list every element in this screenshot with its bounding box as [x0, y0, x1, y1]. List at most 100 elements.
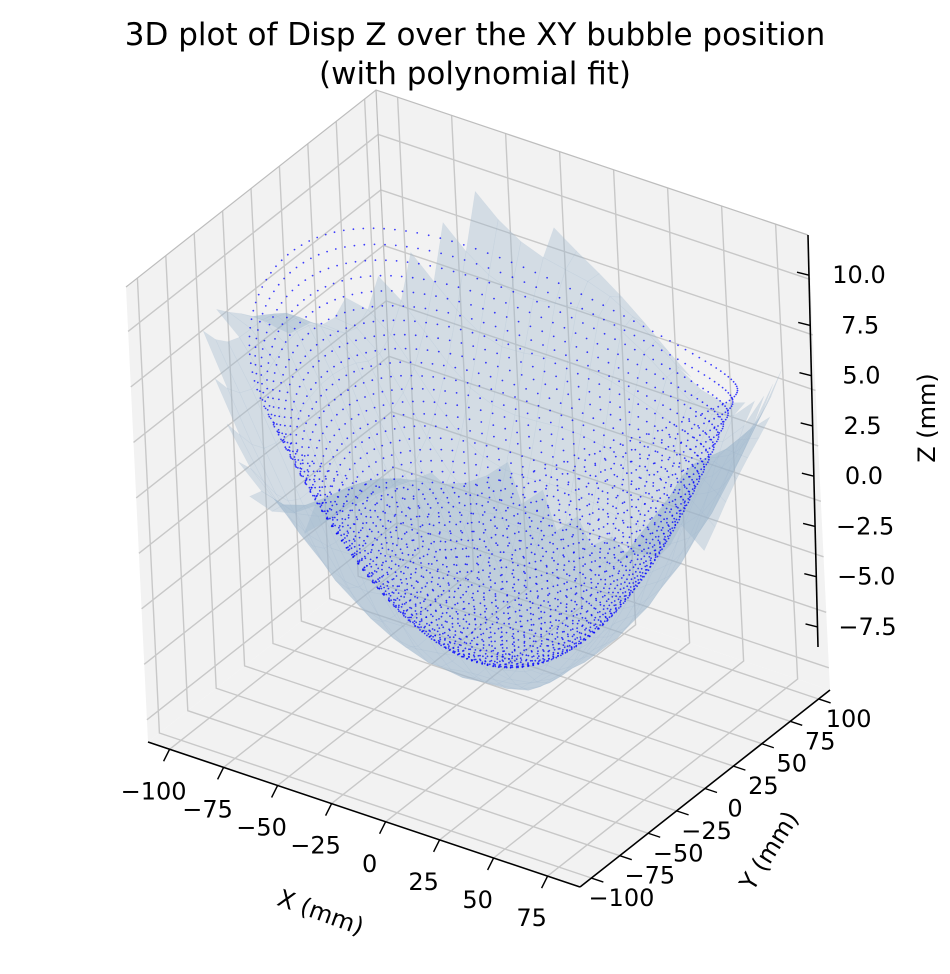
scatter-point	[670, 382, 672, 384]
scatter-point	[696, 439, 698, 442]
scatter-point	[441, 459, 443, 462]
scatter-point	[669, 367, 671, 370]
scatter-point	[542, 357, 545, 360]
scatter-point	[490, 640, 493, 643]
z-tick-label: 10.0	[832, 261, 885, 289]
scatter-point	[579, 571, 581, 574]
scatter-point	[513, 645, 516, 647]
scatter-point	[378, 580, 381, 582]
z-tick-mark	[800, 422, 813, 427]
scatter-point	[514, 549, 517, 552]
surface-patch	[214, 378, 253, 445]
scatter-point	[651, 330, 654, 333]
scatter-point	[630, 578, 633, 581]
scatter-point	[481, 638, 483, 641]
surface-patch	[688, 487, 721, 539]
scatter-point	[613, 462, 616, 465]
surface-patch	[570, 632, 603, 667]
scatter-point	[480, 421, 483, 423]
scatter-point	[711, 445, 714, 447]
scatter-point	[351, 509, 353, 512]
scatter-point	[479, 554, 482, 557]
scatter-point	[547, 601, 550, 603]
scatter-point	[492, 662, 495, 665]
scatter-point	[268, 323, 271, 326]
scatter-point	[578, 640, 581, 643]
scatter-point	[495, 616, 498, 619]
scatter-point	[644, 465, 647, 468]
scatter-point	[517, 320, 520, 323]
scatter-point	[711, 451, 714, 453]
scatter-point	[612, 309, 615, 312]
scatter-point	[410, 374, 413, 377]
surface-patch	[527, 420, 560, 485]
scatter-point	[350, 547, 353, 550]
scatter-point	[358, 509, 361, 511]
scatter-point	[325, 501, 327, 504]
scatter-point	[565, 606, 568, 609]
scatter-point	[413, 623, 416, 625]
scatter-point	[447, 311, 450, 314]
scatter-point	[337, 496, 340, 498]
scatter-point	[649, 552, 652, 555]
scatter-point	[547, 306, 550, 308]
scatter-point	[619, 561, 622, 563]
scatter-point	[429, 572, 431, 574]
scatter-point	[321, 509, 323, 512]
surface-patch	[649, 476, 682, 523]
scatter-point	[420, 626, 422, 628]
scatter-point	[516, 442, 519, 445]
scatter-point	[697, 425, 699, 427]
scatter-point	[573, 608, 576, 610]
scatter-point	[425, 569, 428, 572]
scatter-point	[720, 418, 723, 421]
scatter-point	[462, 653, 465, 656]
scatter-point	[561, 426, 563, 429]
scatter-point	[401, 290, 404, 293]
scatter-point	[582, 547, 584, 550]
scatter-point	[539, 428, 541, 431]
scatter-point	[516, 513, 519, 515]
scatter-point	[401, 475, 404, 478]
scatter-point	[462, 593, 464, 596]
surface-patch	[450, 668, 485, 683]
surface-patch	[518, 678, 552, 690]
scatter-point	[674, 489, 676, 491]
scatter-point	[341, 483, 344, 486]
scatter-point	[603, 542, 606, 544]
scatter-point	[410, 584, 413, 587]
scatter-point	[386, 571, 389, 574]
scatter-point	[603, 332, 606, 335]
scatter-point	[593, 624, 595, 627]
scatter-point	[419, 591, 422, 593]
scatter-point	[422, 493, 424, 496]
scatter-point	[248, 353, 251, 356]
scatter-point	[500, 499, 503, 502]
scatter-point	[615, 507, 618, 509]
scatter-point	[281, 432, 284, 435]
scatter-point	[525, 530, 528, 532]
scatter-point	[320, 462, 323, 465]
scatter-point	[598, 528, 600, 530]
scatter-point	[438, 618, 440, 620]
scatter-point	[618, 607, 620, 609]
surface-patch	[500, 503, 537, 553]
scatter-point	[712, 446, 715, 449]
scatter-point	[408, 438, 411, 440]
scatter-point	[370, 565, 373, 568]
scatter-point	[314, 454, 316, 457]
scatter-point	[340, 534, 343, 537]
scatter-point	[638, 544, 640, 547]
y-tick-label: 25	[748, 772, 779, 800]
grid-line-x	[277, 133, 529, 787]
scatter-point	[505, 640, 508, 642]
scatter-point	[561, 638, 564, 641]
scatter-point	[524, 572, 526, 575]
scatter-point	[636, 558, 639, 561]
scatter-point	[604, 480, 607, 482]
scatter-point	[545, 566, 548, 568]
scatter-point	[639, 571, 641, 574]
scatter-point	[373, 335, 376, 338]
scatter-point	[518, 334, 521, 337]
scatter-point	[679, 496, 682, 498]
